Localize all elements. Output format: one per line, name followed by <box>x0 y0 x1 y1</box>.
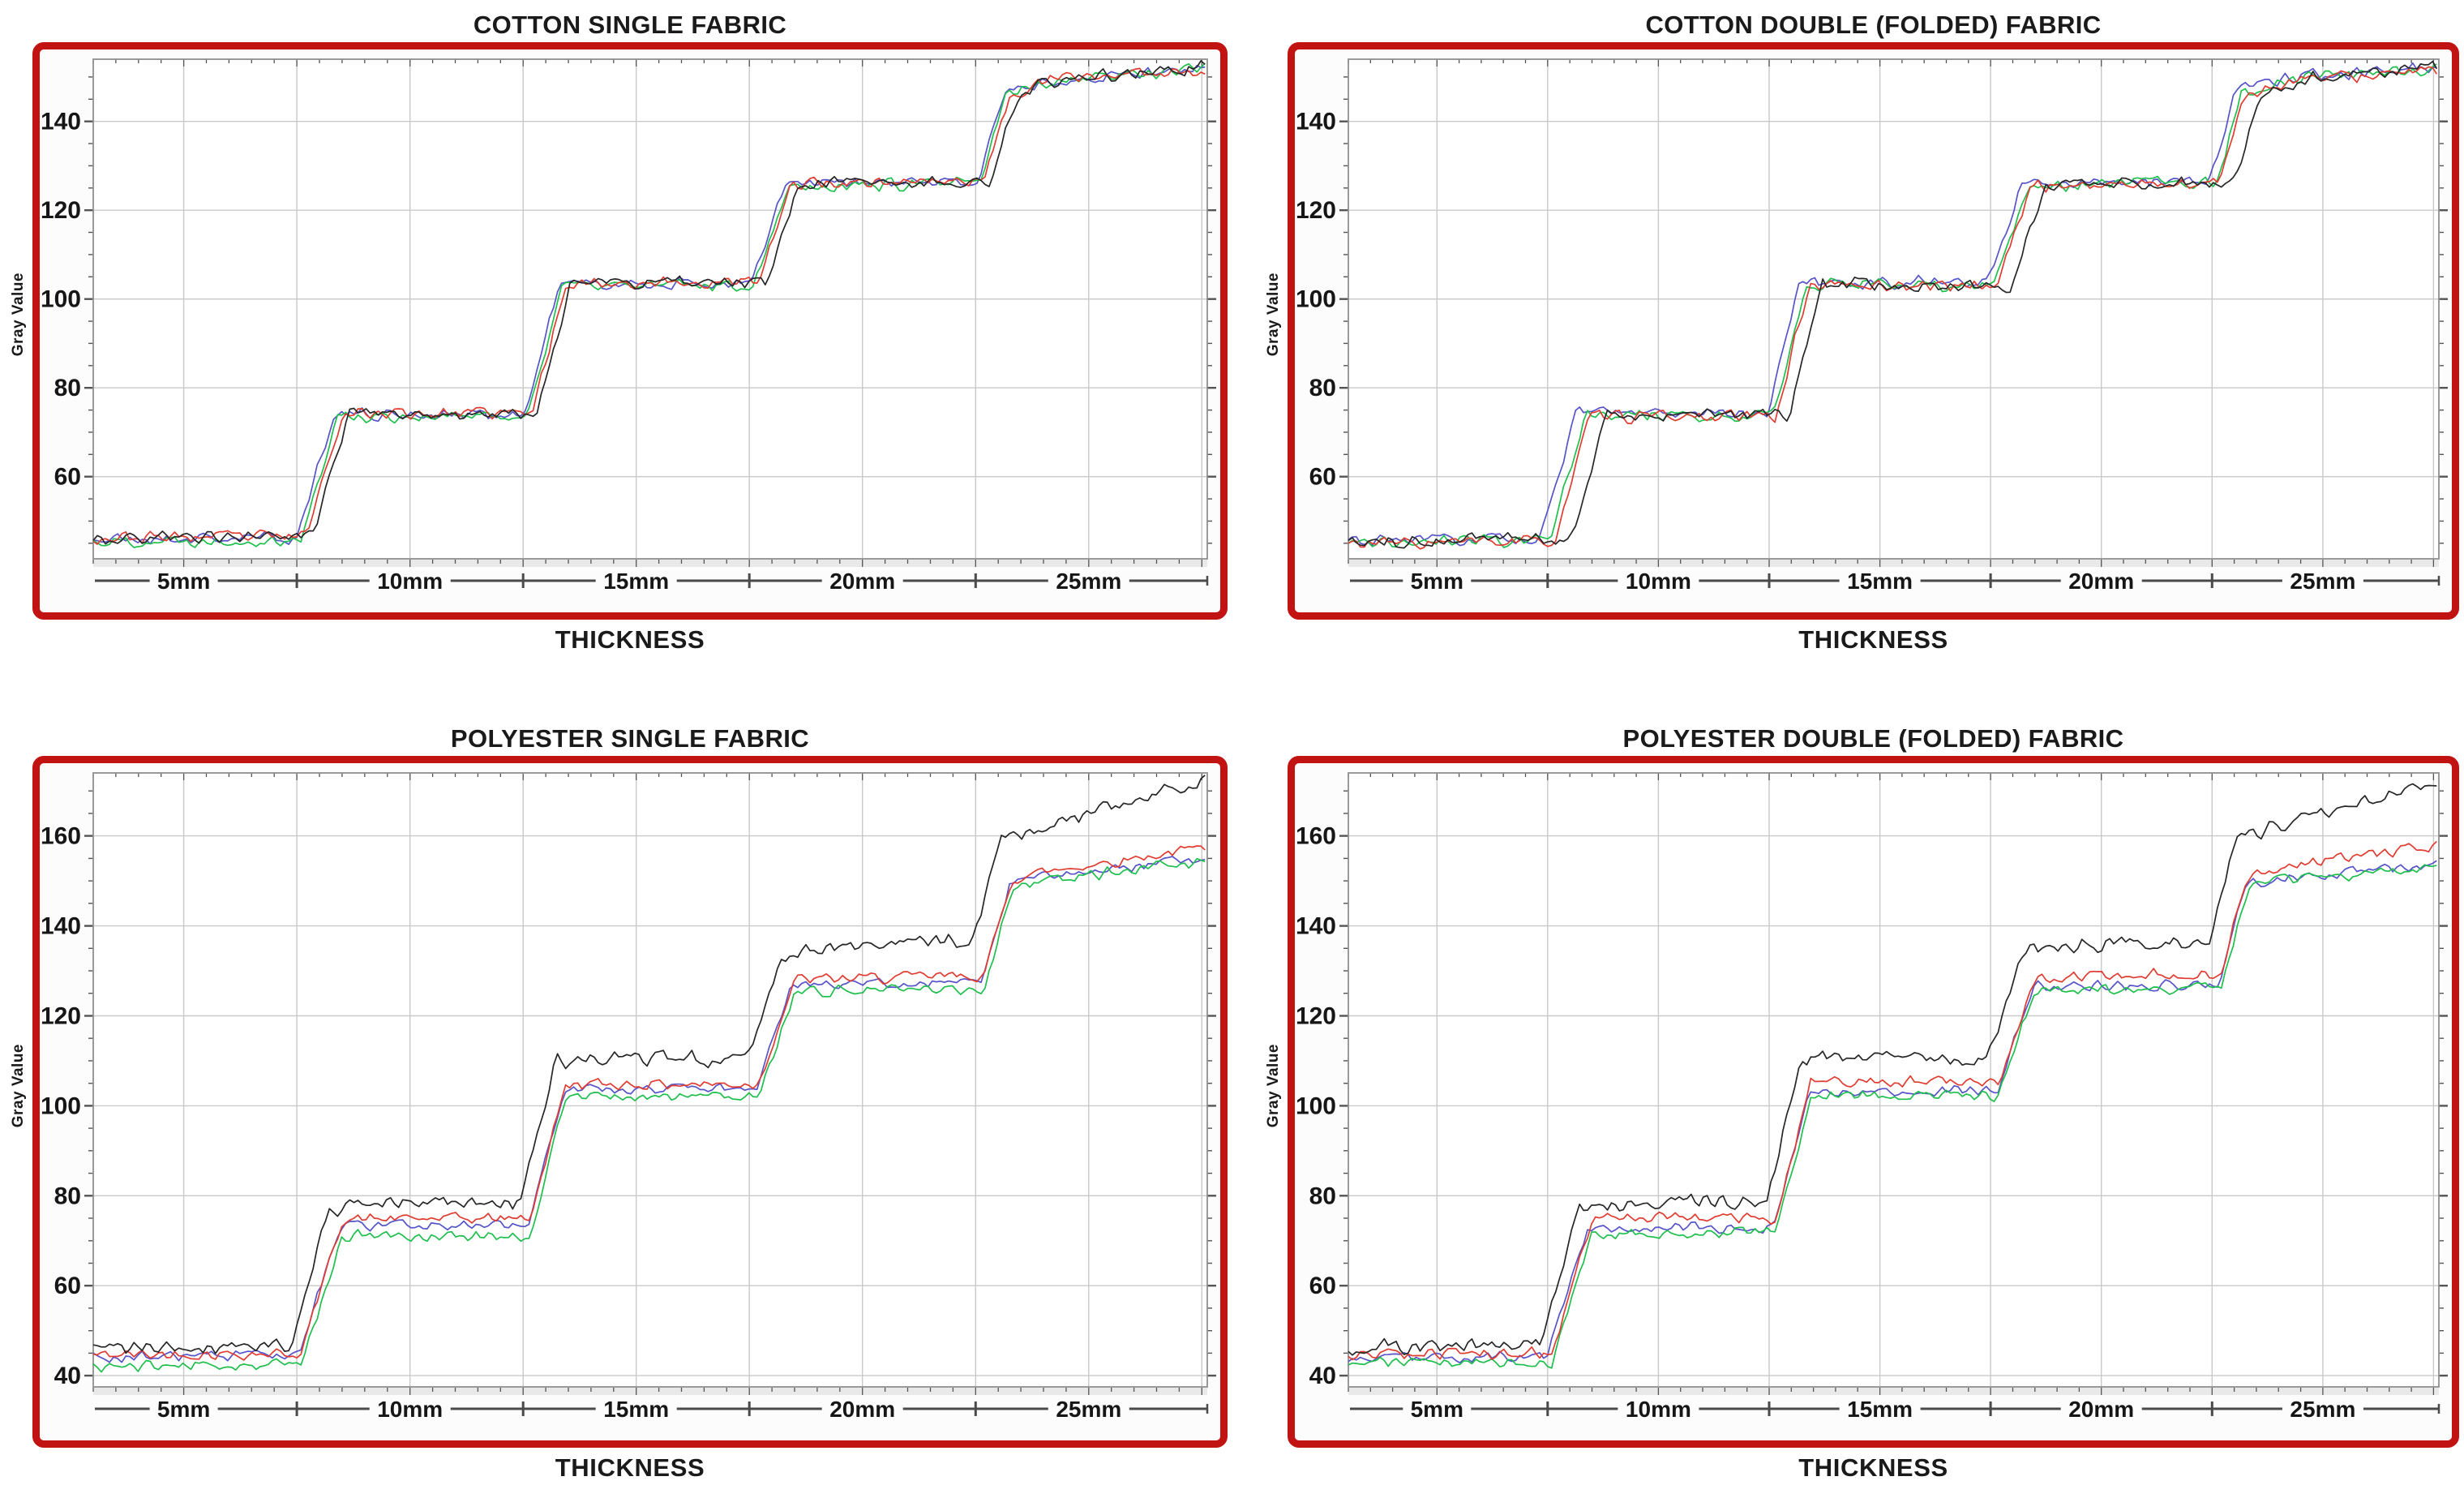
svg-text:60: 60 <box>1309 464 1336 491</box>
chart-body: Gray Value 40 60 80 100 120 140 160 5mm 10mm 15mm… <box>0 756 1258 1448</box>
svg-text:5mm: 5mm <box>157 569 210 594</box>
y-axis-label: Gray Value <box>10 1043 27 1128</box>
chart-canvas: 60 80 100 120 140 5mm 10mm 15mm 20mm 25mm <box>1296 58 2448 594</box>
svg-text:40: 40 <box>54 1363 81 1389</box>
chart-body: Gray Value 40 60 80 100 120 140 160 5mm 10mm 15mm… <box>1258 756 2464 1448</box>
svg-text:120: 120 <box>41 1002 81 1029</box>
svg-text:100: 100 <box>41 1092 81 1119</box>
svg-text:60: 60 <box>54 1273 81 1299</box>
svg-text:25mm: 25mm <box>1056 1397 1121 1422</box>
svg-text:100: 100 <box>41 286 81 313</box>
chart-frame: 60 80 100 120 140 5mm 10mm 15mm 20mm 25mm <box>32 42 1228 620</box>
svg-text:80: 80 <box>54 1183 81 1209</box>
chart-body: Gray Value 60 80 100 120 140 5mm 10mm 15mm 20mm 2… <box>1258 42 2464 620</box>
x-axis-label: THICKNESS <box>555 625 705 654</box>
svg-text:20mm: 20mm <box>829 569 895 594</box>
svg-text:10mm: 10mm <box>377 1397 443 1422</box>
svg-text:80: 80 <box>1309 1183 1336 1209</box>
x-axis-label: THICKNESS <box>555 1453 705 1482</box>
svg-text:140: 140 <box>41 109 81 135</box>
chart-title: POLYESTER SINGLE FABRIC <box>450 724 810 753</box>
svg-text:15mm: 15mm <box>1847 569 1913 594</box>
svg-text:10mm: 10mm <box>1626 569 1691 594</box>
y-axis-label: Gray Value <box>10 273 27 357</box>
y-axis-label-container: Gray Value <box>5 756 32 1448</box>
svg-text:10mm: 10mm <box>1626 1397 1691 1422</box>
svg-text:5mm: 5mm <box>157 1397 210 1422</box>
svg-text:40: 40 <box>1309 1363 1336 1389</box>
svg-text:20mm: 20mm <box>2068 569 2134 594</box>
svg-text:60: 60 <box>1309 1273 1336 1299</box>
x-axis-label: THICKNESS <box>1798 625 1948 654</box>
y-axis-label: Gray Value <box>1265 1043 1282 1128</box>
svg-text:160: 160 <box>1296 823 1336 850</box>
y-axis-label-container: Gray Value <box>5 42 32 620</box>
chart-canvas: 60 80 100 120 140 5mm 10mm 15mm 20mm 25mm <box>41 58 1216 594</box>
svg-text:20mm: 20mm <box>829 1397 895 1422</box>
svg-text:60: 60 <box>54 464 81 491</box>
svg-text:15mm: 15mm <box>1847 1397 1913 1422</box>
svg-text:5mm: 5mm <box>1411 1397 1463 1422</box>
chart-frame: 40 60 80 100 120 140 160 5mm 10mm 15mm 20mm 25mm <box>32 756 1228 1448</box>
svg-text:140: 140 <box>1296 109 1336 135</box>
chart-frame: 40 60 80 100 120 140 160 5mm 10mm 15mm 20mm 25mm <box>1288 756 2459 1448</box>
chart-canvas: 40 60 80 100 120 140 160 5mm 10mm 15mm 20mm 25mm <box>41 772 1216 1422</box>
chart-panel-cotton-single: COTTON SINGLE FABRIC Gray Value 60 80 100 1… <box>0 0 1258 704</box>
chart-title: COTTON DOUBLE (FOLDED) FABRIC <box>1645 11 2102 39</box>
y-axis-label-container: Gray Value <box>1260 756 1288 1448</box>
y-axis-label-container: Gray Value <box>1260 42 1288 620</box>
svg-text:80: 80 <box>1309 375 1336 401</box>
chart-body: Gray Value 60 80 100 120 140 5mm 10mm 15mm 20mm 2… <box>0 42 1258 620</box>
chart-panel-cotton-double: COTTON DOUBLE (FOLDED) FABRIC Gray Value… <box>1258 0 2464 704</box>
svg-text:25mm: 25mm <box>2290 569 2355 594</box>
x-axis-label: THICKNESS <box>1798 1453 1948 1482</box>
chart-title: COTTON SINGLE FABRIC <box>473 11 787 39</box>
svg-text:160: 160 <box>41 823 81 850</box>
svg-text:10mm: 10mm <box>377 569 443 594</box>
svg-text:140: 140 <box>1296 913 1336 940</box>
svg-text:15mm: 15mm <box>603 569 669 594</box>
chart-panel-polyester-double: POLYESTER DOUBLE (FOLDED) FABRIC Gray Va… <box>1258 704 2464 1498</box>
chart-title: POLYESTER DOUBLE (FOLDED) FABRIC <box>1622 724 2124 753</box>
svg-text:120: 120 <box>1296 197 1336 224</box>
svg-text:5mm: 5mm <box>1411 569 1463 594</box>
svg-text:100: 100 <box>1296 1092 1336 1119</box>
svg-text:100: 100 <box>1296 286 1336 313</box>
svg-text:25mm: 25mm <box>1056 569 1121 594</box>
chart-panel-polyester-single: POLYESTER SINGLE FABRIC Gray Value 40 60 8… <box>0 704 1258 1498</box>
chart-frame: 60 80 100 120 140 5mm 10mm 15mm 20mm 25mm <box>1288 42 2459 620</box>
svg-text:140: 140 <box>41 913 81 940</box>
y-axis-label: Gray Value <box>1265 273 1282 357</box>
svg-text:15mm: 15mm <box>603 1397 669 1422</box>
svg-text:80: 80 <box>54 375 81 401</box>
svg-text:25mm: 25mm <box>2290 1397 2355 1422</box>
chart-canvas: 40 60 80 100 120 140 160 5mm 10mm 15mm 20mm 25mm <box>1296 772 2448 1422</box>
svg-text:20mm: 20mm <box>2068 1397 2134 1422</box>
svg-text:120: 120 <box>41 197 81 224</box>
svg-text:120: 120 <box>1296 1002 1336 1029</box>
